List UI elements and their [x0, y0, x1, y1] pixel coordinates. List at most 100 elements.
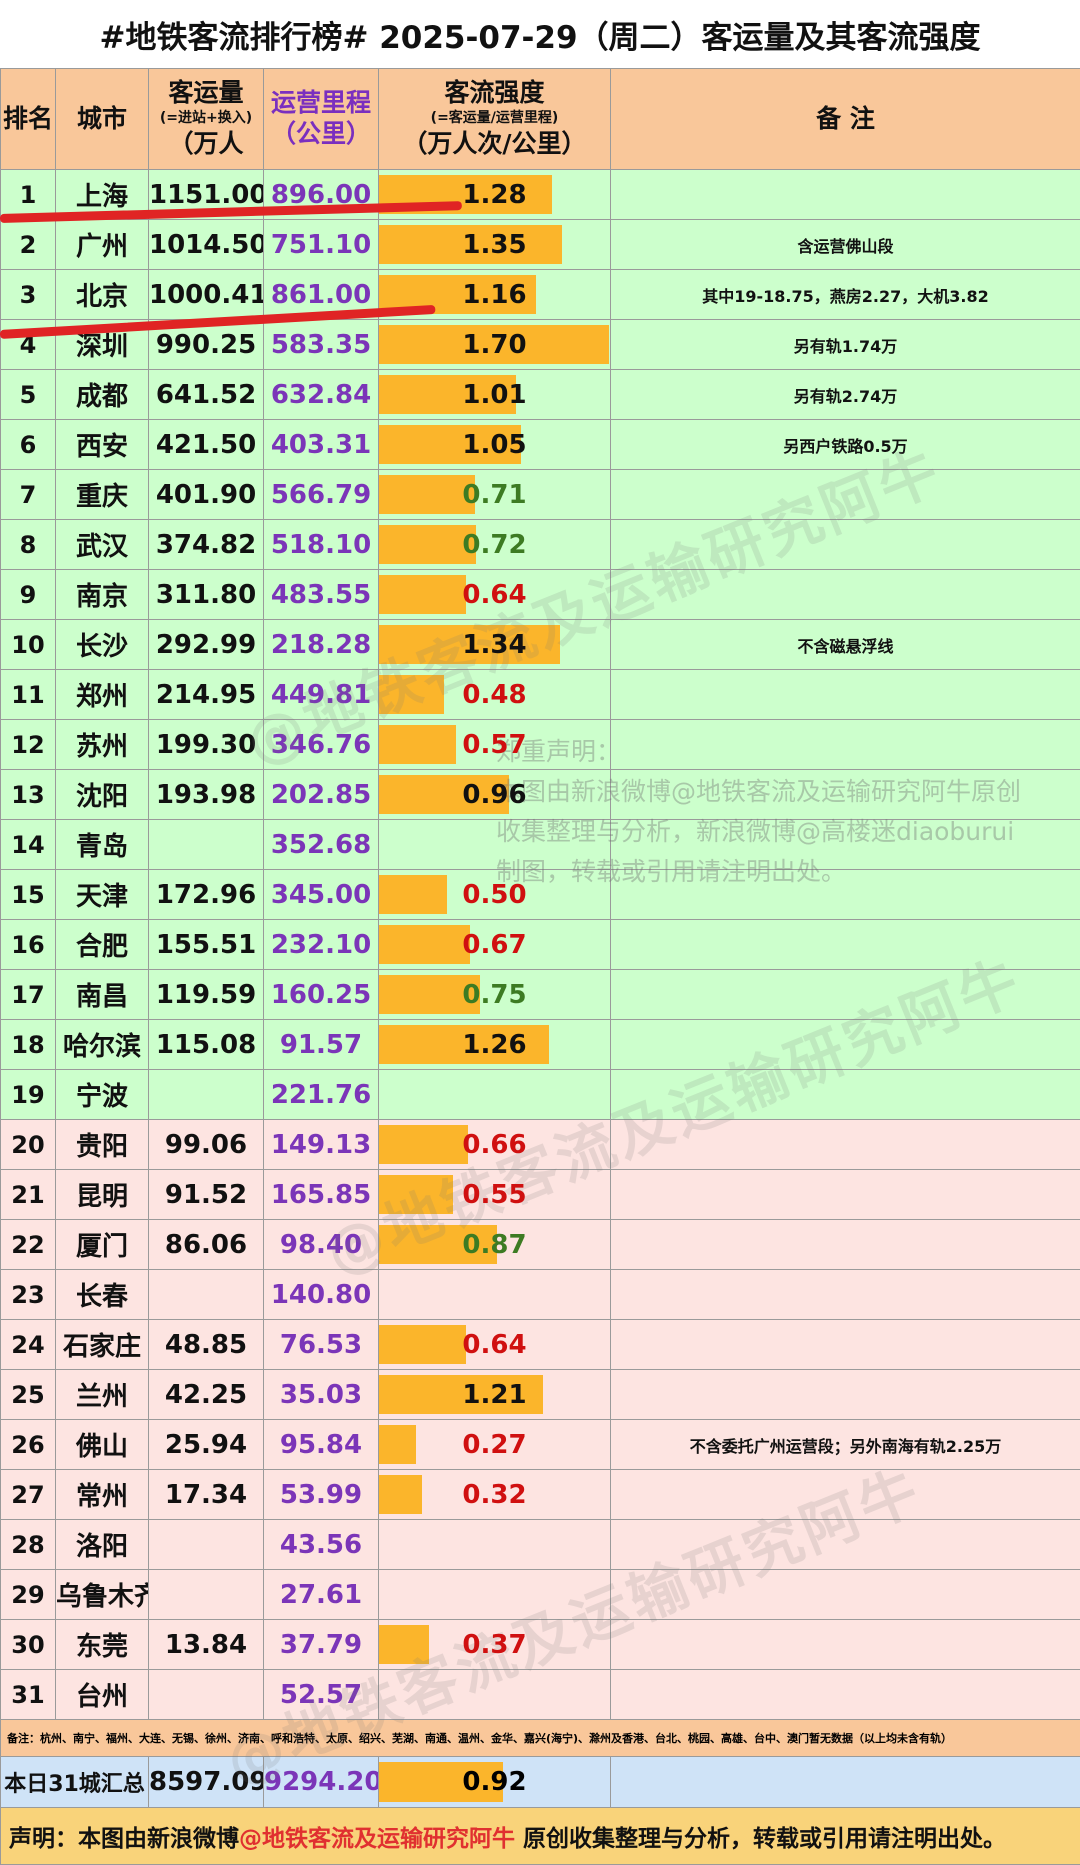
intensity-bar [379, 875, 447, 914]
mileage-cell: 751.10 [264, 220, 379, 270]
intensity-value: 0.50 [462, 880, 526, 910]
note-cell [611, 1320, 1080, 1370]
watermark-notice: 郑重声明：本图由新浪微博@地铁客流及运输研究阿牛原创收集整理与分析，新浪微博@高… [496, 732, 1021, 892]
intensity-value: 1.05 [462, 430, 526, 460]
intensity-value: 0.87 [462, 1230, 526, 1260]
city-cell: 哈尔滨 [56, 1020, 149, 1070]
city-cell: 北京 [56, 270, 149, 320]
note-cell [611, 1620, 1080, 1670]
note-cell: 另有轨2.74万 [611, 370, 1080, 420]
volume-cell: 172.96 [149, 870, 264, 920]
rank-cell: 24 [1, 1320, 56, 1370]
city-cell: 兰州 [56, 1370, 149, 1420]
intensity-cell [379, 1520, 611, 1570]
footnote-text: 备注：杭州、南宁、福州、大连、无锡、徐州、济南、呼和浩特、太原、绍兴、芜湖、南通… [1, 1720, 1080, 1757]
intensity-cell: 1.28 [379, 170, 611, 220]
rank-cell: 12 [1, 720, 56, 770]
intensity-bar [379, 1425, 416, 1464]
volume-cell [149, 820, 264, 870]
mileage-cell: 403.31 [264, 420, 379, 470]
city-cell: 厦门 [56, 1220, 149, 1270]
note-cell [611, 670, 1080, 720]
rank-cell: 6 [1, 420, 56, 470]
city-cell: 重庆 [56, 470, 149, 520]
volume-cell [149, 1520, 264, 1570]
city-cell: 洛阳 [56, 1520, 149, 1570]
volume-cell: 292.99 [149, 620, 264, 670]
intensity-cell: 1.35 [379, 220, 611, 270]
note-cell [611, 170, 1080, 220]
total-label: 本日31城汇总 [1, 1757, 149, 1808]
city-cell: 天津 [56, 870, 149, 920]
mileage-cell: 149.13 [264, 1120, 379, 1170]
mileage-cell: 91.57 [264, 1020, 379, 1070]
intensity-value: 1.70 [462, 330, 526, 360]
rank-cell: 23 [1, 1270, 56, 1320]
intensity-bar [379, 575, 466, 614]
intensity-cell: 1.05 [379, 420, 611, 470]
intensity-value: 0.37 [462, 1630, 526, 1660]
volume-cell: 48.85 [149, 1320, 264, 1370]
rank-cell: 13 [1, 770, 56, 820]
mileage-cell: 53.99 [264, 1470, 379, 1520]
intensity-value: 1.26 [462, 1030, 526, 1060]
rank-cell: 19 [1, 1070, 56, 1120]
rank-cell: 8 [1, 520, 56, 570]
mileage-cell: 95.84 [264, 1420, 379, 1470]
note-cell: 不含磁悬浮线 [611, 620, 1080, 670]
intensity-bar [379, 1325, 466, 1364]
mileage-cell: 43.56 [264, 1520, 379, 1570]
note-cell [611, 1170, 1080, 1220]
mileage-cell: 160.25 [264, 970, 379, 1020]
intensity-cell: 0.71 [379, 470, 611, 520]
rank-cell: 9 [1, 570, 56, 620]
intensity-cell [379, 1270, 611, 1320]
city-cell: 宁波 [56, 1070, 149, 1120]
col-header-volume: 客运量 (=进站+换入) （万人 [149, 69, 264, 170]
intensity-value: 1.21 [462, 1380, 526, 1410]
page-title: #地铁客流排行榜# 2025-07-29（周二）客运量及其客流强度 [0, 0, 1080, 70]
mileage-cell: 202.85 [264, 770, 379, 820]
rank-cell: 14 [1, 820, 56, 870]
header-row: 排名 城市 客运量 (=进站+换入) （万人 运营里程 （公里） 客流强度 (=… [1, 69, 1080, 170]
rank-cell: 21 [1, 1170, 56, 1220]
rank-cell: 11 [1, 670, 56, 720]
volume-cell: 86.06 [149, 1220, 264, 1270]
declaration-row: 声明：本图由新浪微博@地铁客流及运输研究阿牛 原创收集整理与分析，转载或引用请注… [1, 1808, 1080, 1865]
mileage-cell: 76.53 [264, 1320, 379, 1370]
city-cell: 青岛 [56, 820, 149, 870]
mileage-cell: 221.76 [264, 1070, 379, 1120]
rank-cell: 15 [1, 870, 56, 920]
volume-cell: 25.94 [149, 1420, 264, 1470]
intensity-cell: 1.01 [379, 370, 611, 420]
city-cell: 西安 [56, 420, 149, 470]
intensity-value: 0.71 [462, 480, 526, 510]
volume-cell: 374.82 [149, 520, 264, 570]
city-cell: 长春 [56, 1270, 149, 1320]
volume-cell: 1014.50 [149, 220, 264, 270]
volume-cell: 401.90 [149, 470, 264, 520]
col-header-rank: 排名 [1, 69, 56, 170]
mileage-cell: 583.35 [264, 320, 379, 370]
volume-cell: 42.25 [149, 1370, 264, 1420]
watermark-notice-line: 制图，转载或引用请注明出处。 [496, 852, 1021, 892]
intensity-bar [379, 1475, 422, 1514]
volume-cell: 119.59 [149, 970, 264, 1020]
intensity-cell: 0.27 [379, 1420, 611, 1470]
city-cell: 南京 [56, 570, 149, 620]
note-cell [611, 1370, 1080, 1420]
intensity-value: 0.57 [462, 730, 526, 760]
note-cell: 其中19-18.75，燕房2.27，大机3.82 [611, 270, 1080, 320]
city-cell: 佛山 [56, 1420, 149, 1470]
note-cell: 含运营佛山段 [611, 220, 1080, 270]
rank-cell: 5 [1, 370, 56, 420]
note-cell: 不含委托广州运营段；另外南海有轨2.25万 [611, 1420, 1080, 1470]
intensity-value: 1.34 [462, 630, 526, 660]
